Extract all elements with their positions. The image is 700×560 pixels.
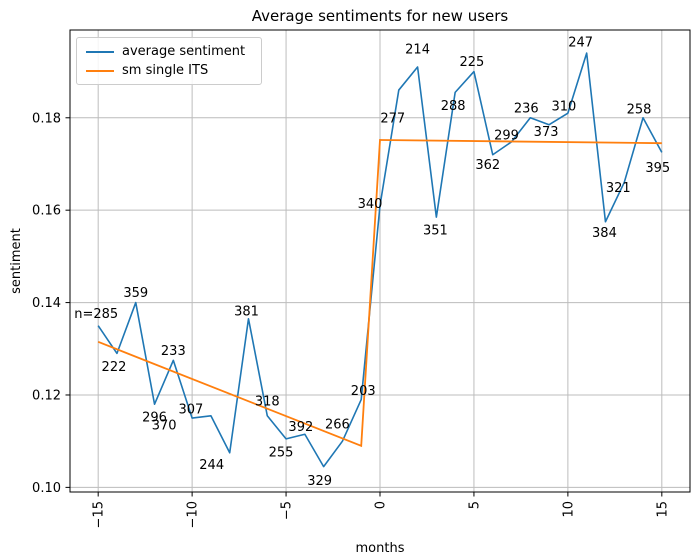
point-label: n=285 [74,307,118,322]
point-label: 203 [351,384,376,399]
point-label: 310 [551,100,576,115]
point-label: 392 [288,420,313,435]
legend-label-sm-single-its: sm single ITS [122,63,209,78]
y-tick-label: 0.14 [32,296,61,311]
legend-entry-sm-single-its: sm single ITS [86,63,251,78]
legend-label-average-sentiment: average sentiment [122,44,246,59]
y-tick-label: 0.18 [32,111,61,126]
point-label: 214 [405,42,430,57]
point-label: 299 [494,128,519,143]
point-label: 225 [460,55,485,70]
legend: average sentiment sm single ITS [76,37,262,85]
x-tick-label: 5 [467,501,482,509]
point-label: 307 [178,402,203,417]
point-label: 244 [199,458,224,473]
point-label: 381 [234,304,259,319]
point-label: 255 [269,445,294,460]
point-label: 373 [534,125,559,140]
x-axis-label: months [355,541,405,556]
point-label: 222 [102,360,127,375]
x-tick-label: 10 [561,501,576,518]
point-label: 351 [423,224,448,239]
point-label: 296 [142,411,167,426]
point-label: 318 [255,394,280,409]
point-label: 266 [325,418,350,433]
average-sentiment-line-swatch [86,50,114,53]
point-label: 370 [152,419,177,434]
point-label: 395 [645,161,670,176]
y-axis-label: sentiment [9,228,24,294]
point-label: 384 [592,226,617,241]
x-tick-label: −5 [280,501,295,520]
chart-title: Average sentiments for new users [251,7,509,25]
point-label: 258 [627,102,652,117]
point-label: 321 [606,181,631,196]
x-tick-label: −15 [92,501,107,528]
point-label: 288 [441,99,466,114]
point-label: 362 [475,158,500,173]
point-label: 236 [514,101,539,116]
point-label: 277 [380,112,405,127]
x-tick-label: 0 [374,501,389,509]
point-label: 340 [358,197,383,212]
legend-entry-average-sentiment: average sentiment [86,44,251,59]
point-label: 359 [123,286,148,301]
average-sentiment-line [97,52,663,468]
point-label: 247 [568,36,593,51]
x-tick-label: 15 [655,501,670,518]
sm-single-its-line [97,139,662,448]
point-label: 233 [161,344,186,359]
x-tick-label: −10 [186,501,201,528]
y-tick-label: 0.12 [32,388,61,403]
y-tick-label: 0.10 [32,481,61,496]
y-tick-label: 0.16 [32,204,61,219]
sm-single-its-line-swatch [86,69,114,72]
point-label: 329 [307,474,332,489]
